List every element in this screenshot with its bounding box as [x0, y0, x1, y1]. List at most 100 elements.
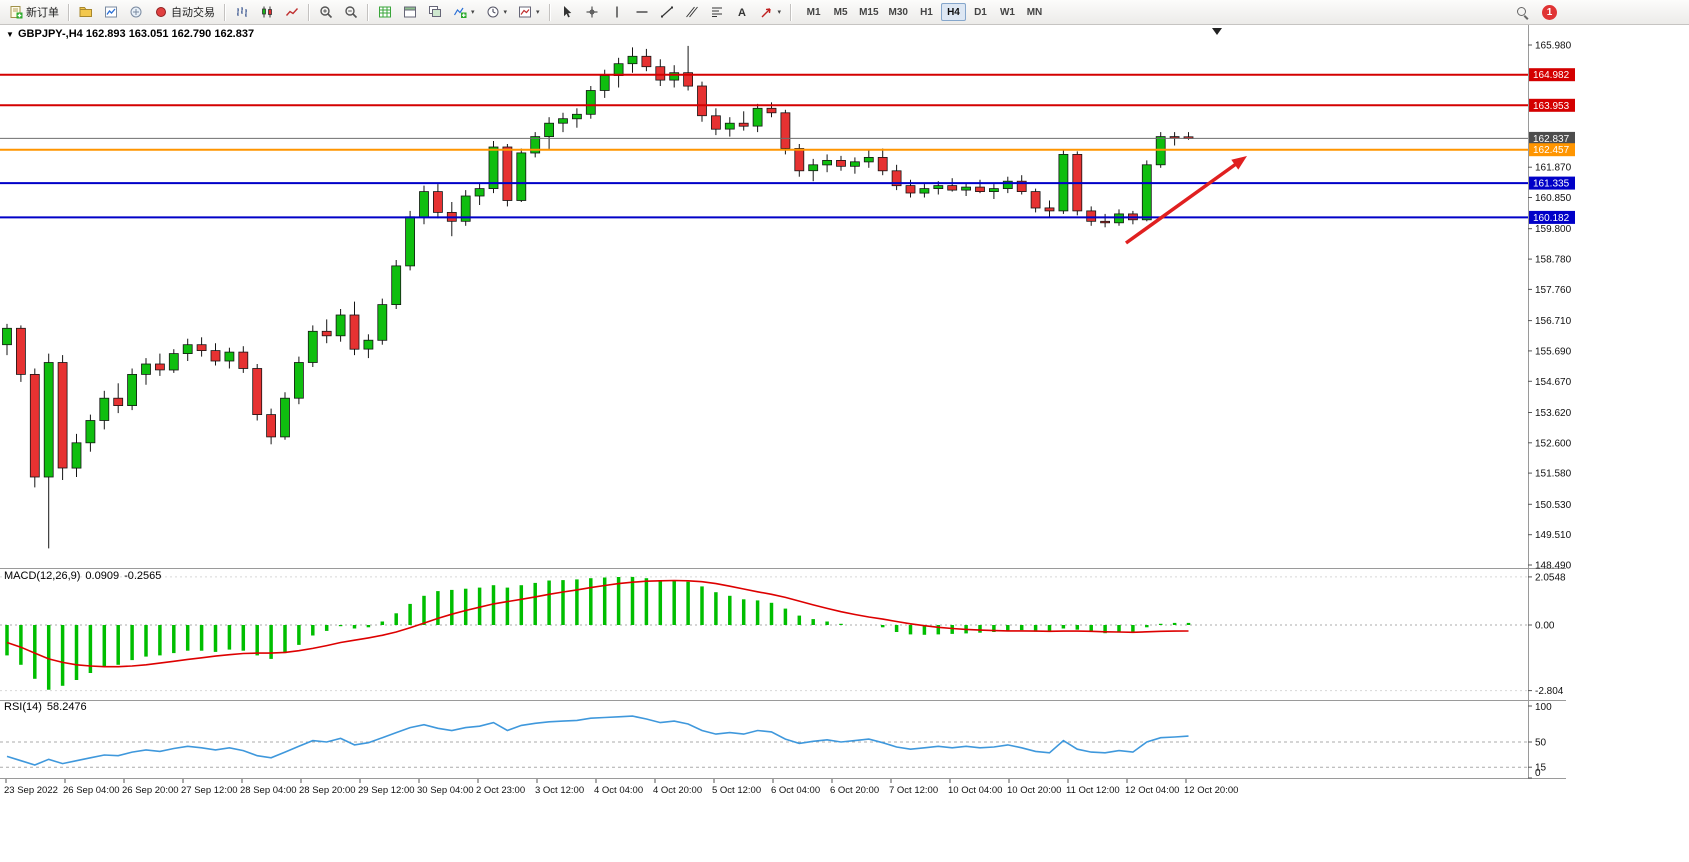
time-axis-label: 12 Oct 20:00 [1184, 785, 1238, 796]
vertical-line-button[interactable] [605, 2, 629, 23]
timeframe-h4-button[interactable]: H4 [940, 3, 966, 21]
trendline-button[interactable] [655, 2, 679, 23]
candle-bearish [683, 72, 693, 87]
price-axis-label: 150.530 [1535, 500, 1572, 511]
price-axis-label: 151.580 [1535, 469, 1572, 480]
templates-button[interactable]: ▾ [513, 2, 545, 23]
timeframe-m1-button[interactable]: M1 [801, 3, 826, 21]
candle-bearish [154, 363, 165, 371]
price-axis-label: 152.600 [1535, 438, 1572, 449]
candle-bullish [808, 164, 819, 172]
price-axis-label: 153.620 [1535, 408, 1572, 419]
macd-indicator-label: MACD(12,26,9) 0.0909 -0.2565 [4, 570, 166, 582]
trend-arrow-line[interactable] [1124, 162, 1238, 245]
dropdown-caret-icon: ▾ [777, 9, 782, 16]
periods-button[interactable]: ▾ [481, 2, 513, 23]
bar-chart-button[interactable] [230, 2, 254, 23]
candle-bearish [502, 146, 513, 201]
cascade-windows-icon [428, 5, 442, 19]
time-axis-label: 5 Oct 12:00 [712, 785, 761, 796]
price-level-label: 160.182 [1533, 213, 1570, 224]
time-axis-label: 3 Oct 12:00 [535, 785, 584, 796]
rsi-axis-label: 0 [1535, 768, 1541, 779]
time-axis-label: 10 Oct 20:00 [1007, 785, 1061, 796]
timeframe-d1-button[interactable]: D1 [968, 3, 993, 21]
timeframe-m30-button[interactable]: M30 [885, 3, 912, 21]
profiles-icon [79, 5, 93, 19]
line-chart-button[interactable] [280, 2, 304, 23]
market-watch-button[interactable] [99, 2, 123, 23]
data-window-button[interactable] [124, 2, 148, 23]
timeframe-mn-button[interactable]: MN [1022, 3, 1047, 21]
candle-bullish [752, 107, 763, 127]
candle-bullish [1058, 153, 1069, 212]
timeframe-h1-button[interactable]: H1 [914, 3, 939, 21]
candle-bullish [127, 373, 137, 406]
candle-bearish [1183, 136, 1194, 139]
dropdown-caret-icon: ▾ [536, 9, 540, 16]
horizontal-line-icon [635, 5, 649, 19]
candle-bearish [1128, 213, 1138, 221]
new-order-button[interactable]: 新订单 [4, 2, 64, 23]
candle-bullish [488, 146, 499, 189]
time-axis-label: 12 Oct 04:00 [1125, 785, 1179, 796]
chart-symbol-period: GBPJPY-,H4 [18, 28, 83, 40]
time-axis-label: 26 Sep 04:00 [63, 785, 120, 796]
candle-bullish [989, 188, 999, 193]
candle-bearish [321, 330, 332, 337]
grid-icon [378, 5, 392, 19]
candle-bearish [766, 107, 777, 114]
candle-bearish [794, 148, 805, 172]
search-button[interactable] [1511, 2, 1534, 23]
price-level-label: 162.457 [1533, 145, 1570, 156]
arrows-button[interactable]: ▾ [755, 2, 787, 23]
timeframe-w1-button[interactable]: W1 [995, 3, 1020, 21]
time-axis-label: 28 Sep 20:00 [299, 785, 356, 796]
auto-trading-icon [154, 5, 168, 19]
chart-shift-marker[interactable] [1212, 28, 1222, 35]
cursor-button[interactable] [555, 2, 579, 23]
tile-windows-icon [403, 5, 417, 19]
time-axis-label: 26 Sep 20:00 [122, 785, 179, 796]
crosshair-button[interactable] [580, 2, 604, 23]
equidistant-channel-button[interactable] [680, 2, 704, 23]
candle-bullish [863, 156, 874, 163]
time-axis-label: 4 Oct 04:00 [594, 785, 643, 796]
text-icon: A [735, 5, 749, 19]
candlestick-chart-button[interactable] [255, 2, 279, 23]
trend-arrow-head[interactable] [1231, 156, 1247, 170]
timeframe-m15-button[interactable]: M15 [855, 3, 882, 21]
zoom-in-button[interactable] [314, 2, 338, 23]
candle-bullish [1155, 136, 1166, 166]
grid-button[interactable] [373, 2, 397, 23]
price-level-label-box [1529, 131, 1575, 145]
text-label-button[interactable]: A [730, 2, 754, 23]
arrow-object-icon [760, 5, 774, 19]
time-axis-label: 4 Oct 20:00 [653, 785, 702, 796]
indicators-button[interactable]: ▾ [448, 2, 480, 23]
time-axis-label: 28 Sep 04:00 [240, 785, 297, 796]
auto-trading-button[interactable]: 自动交易 [149, 2, 220, 23]
zoom-out-button[interactable] [339, 2, 363, 23]
market-watch-icon [104, 5, 118, 19]
fibonacci-button[interactable] [705, 2, 729, 23]
price-level-label: 164.982 [1533, 70, 1570, 81]
notification-badge[interactable]: 1 [1542, 4, 1557, 20]
rsi-value: 58.2476 [46, 701, 87, 713]
price-axis-label: 155.690 [1535, 346, 1572, 357]
candle-bearish [697, 85, 707, 117]
one-click-trading-toggle[interactable]: ▼ [6, 30, 14, 39]
candle-bullish [627, 55, 638, 65]
svg-text:A: A [738, 7, 746, 19]
timeframe-m5-button[interactable]: M5 [828, 3, 853, 21]
tile-windows-button[interactable] [398, 2, 422, 23]
cascade-windows-button[interactable] [423, 2, 447, 23]
price-level-label-box [1529, 98, 1575, 112]
candle-bullish [2, 327, 12, 346]
horizontal-line-button[interactable] [630, 2, 654, 23]
profiles-button[interactable] [74, 2, 98, 23]
candlestick-chart-icon [260, 5, 274, 19]
macd-axis-label: -2.804 [1535, 686, 1564, 697]
